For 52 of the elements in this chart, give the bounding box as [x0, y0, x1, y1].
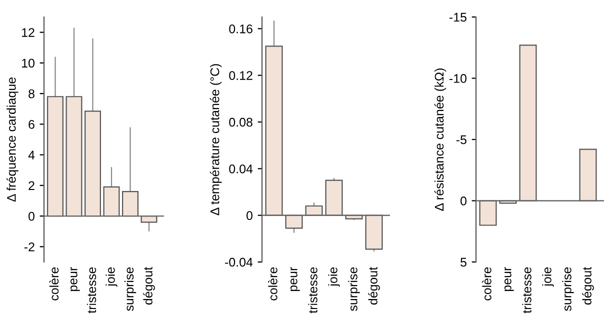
x-tick-label: joie	[106, 267, 118, 287]
x-tick-label: joie	[328, 267, 340, 287]
bar	[66, 96, 82, 217]
y-tick-label: -0.04	[225, 258, 253, 267]
y-tick-label: -2	[24, 242, 34, 252]
bar	[365, 214, 383, 250]
y-tick-label: 0	[28, 212, 34, 221]
x-tick-label: dégout	[368, 266, 380, 305]
bar	[285, 214, 303, 229]
y-axis-title: Δ résistance cutanée (kΩ)	[434, 68, 446, 211]
y-axis-title: Δ fréquence cardiaque	[6, 77, 18, 202]
y-tick-label: 0	[460, 196, 466, 206]
bar	[265, 46, 283, 216]
bar	[479, 200, 497, 226]
x-tick-label: tristesse	[308, 267, 318, 314]
y-tick-label: 8	[28, 89, 34, 98]
x-tick-label: tristesse	[86, 267, 96, 314]
x-tick-label: surprise	[562, 267, 574, 311]
bar	[84, 110, 101, 217]
bar	[103, 186, 120, 217]
x-tick-label: dégout	[582, 266, 594, 305]
y-tick-label: -10	[449, 74, 466, 83]
y-tick-label: 0.16	[229, 24, 252, 34]
x-tick-label: joie	[542, 267, 554, 287]
y-tick-label: 0.08	[229, 118, 252, 127]
x-tick-label: tristesse	[522, 267, 532, 314]
x-tick-label: peur	[504, 267, 514, 292]
y-tick-label: 0.04	[229, 164, 253, 174]
bar	[122, 191, 138, 217]
y-tick-label: 6	[28, 120, 34, 129]
bar	[519, 44, 537, 202]
x-tick-label: peur	[290, 267, 300, 292]
y-axis-title: Δ température cutanée (°C)	[210, 64, 222, 216]
x-tick-label: surprise	[124, 267, 136, 311]
y-tick-label: 10	[22, 58, 34, 68]
y-tick-label: 2	[28, 181, 34, 190]
x-tick-label: colère	[482, 267, 492, 300]
x-tick-label: surprise	[348, 267, 360, 311]
y-tick-label: 4	[28, 150, 35, 160]
x-tick-label: colère	[49, 267, 59, 300]
y-tick-label: -15	[449, 12, 466, 22]
y-tick-label: 5	[460, 258, 466, 267]
x-tick-label: dégout	[143, 266, 155, 305]
x-tick-label: peur	[70, 267, 80, 292]
bar	[47, 96, 64, 217]
bar	[325, 180, 343, 216]
y-tick-label: 12	[22, 28, 34, 37]
x-tick-label: colère	[268, 267, 278, 300]
y-tick-label: 0.12	[229, 71, 252, 80]
bar	[579, 148, 597, 202]
y-tick-label: 0	[246, 211, 252, 220]
y-tick-label: -5	[456, 135, 466, 144]
